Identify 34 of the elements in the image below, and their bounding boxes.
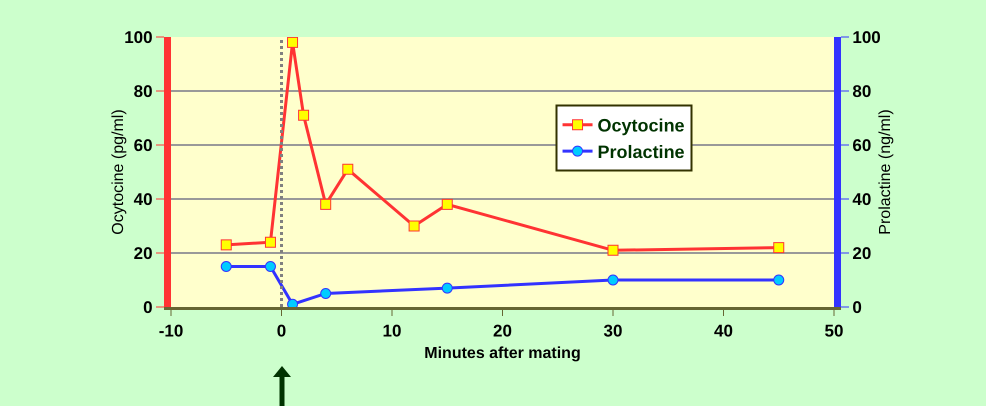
y2-tick-label: 40 [852,190,872,209]
x-axis-title: Minutes after mating [424,345,581,362]
point [342,164,354,175]
y2-tick-label: 100 [852,28,881,47]
x-tick-label: 50 [824,321,844,340]
point [320,198,332,210]
y2-tick-label: 60 [852,136,872,155]
y2-tick-label: 0 [852,298,862,317]
y2-tick-label: 20 [852,244,872,263]
y2-tick-label: 80 [852,82,872,101]
x-tick-label: 10 [382,321,402,340]
point [773,242,784,254]
point [408,220,420,232]
point [442,198,453,210]
x-tick-label: 40 [714,321,733,340]
x-tick-label: -10 [158,321,184,340]
y-axis-title: Ocytocine (pg/ml) [110,109,127,235]
y-tick-label: 60 [134,136,153,155]
x-tick-label: 0 [276,321,286,340]
y2-axis-title: Prolactine (ng/ml) [877,109,894,235]
y-tick-label: 40 [134,190,153,209]
x-tick-label: 30 [604,321,622,340]
legend-label: Ocytocine [598,116,685,136]
point [264,236,276,248]
y-tick-label: 20 [134,244,153,263]
point [298,110,310,121]
point [608,244,618,256]
point [287,37,298,48]
point [220,239,232,250]
y-tick-label: 0 [143,298,153,317]
y-tick-label: 100 [124,28,153,47]
x-tick-label: 20 [493,321,512,340]
y-tick-label: 80 [134,82,153,101]
legend-label: Prolactine [598,142,685,162]
